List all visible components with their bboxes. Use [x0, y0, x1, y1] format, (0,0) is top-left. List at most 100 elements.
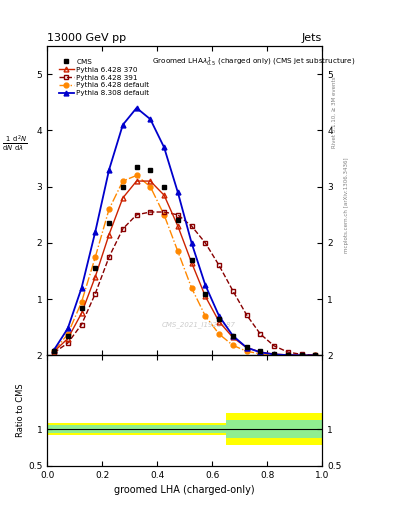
Pythia 6.428 default	[258, 351, 263, 357]
Pythia 6.428 default	[176, 248, 180, 254]
Pythia 6.428 default	[107, 206, 112, 212]
Pythia 6.428 391	[93, 290, 97, 296]
CMS	[51, 348, 57, 354]
CMS	[79, 305, 84, 311]
CMS	[148, 167, 152, 173]
Pythia 6.428 default	[189, 285, 194, 291]
Pythia 6.428 370	[258, 349, 263, 355]
Y-axis label: Ratio to CMS: Ratio to CMS	[16, 384, 25, 437]
CMS	[176, 218, 180, 224]
Line: Pythia 6.428 default: Pythia 6.428 default	[51, 173, 318, 358]
CMS	[134, 164, 139, 170]
Pythia 6.428 default	[217, 331, 222, 337]
Pythia 6.428 default	[162, 212, 167, 218]
Pythia 6.428 370	[244, 345, 249, 351]
Pythia 6.428 default	[121, 178, 125, 184]
Pythia 6.428 391	[286, 349, 290, 355]
Pythia 6.428 391	[121, 226, 125, 232]
Pythia 6.428 default	[65, 331, 70, 337]
Pythia 6.428 370	[217, 318, 222, 325]
CMS	[272, 351, 277, 357]
Pythia 8.308 default	[258, 349, 263, 355]
Pythia 6.428 370	[231, 334, 235, 340]
Pythia 6.428 391	[51, 350, 57, 356]
X-axis label: groomed LHA (charged-only): groomed LHA (charged-only)	[114, 485, 255, 495]
Pythia 6.428 391	[79, 322, 84, 328]
Pythia 6.428 391	[189, 223, 194, 229]
CMS	[299, 352, 304, 358]
Text: Jets: Jets	[302, 33, 322, 44]
Pythia 6.428 391	[272, 343, 277, 349]
Pythia 6.428 default	[148, 184, 152, 190]
Pythia 8.308 default	[176, 189, 180, 196]
Legend: CMS, Pythia 6.428 370, Pythia 6.428 391, Pythia 6.428 default, Pythia 8.308 defa: CMS, Pythia 6.428 370, Pythia 6.428 391,…	[56, 56, 152, 99]
Pythia 6.428 default	[286, 352, 290, 358]
Text: Rivet 3.1.10, ≥ 3M events: Rivet 3.1.10, ≥ 3M events	[332, 77, 337, 148]
CMS	[244, 344, 249, 350]
Pythia 6.428 default	[313, 352, 318, 358]
Pythia 6.428 default	[299, 352, 304, 358]
Line: Pythia 6.428 370: Pythia 6.428 370	[51, 179, 318, 358]
Pythia 6.428 370	[65, 335, 70, 342]
Pythia 8.308 default	[203, 282, 208, 288]
CMS	[217, 316, 222, 322]
Pythia 6.428 370	[79, 310, 84, 316]
Pythia 8.308 default	[286, 352, 290, 358]
Pythia 8.308 default	[272, 351, 277, 357]
Pythia 6.428 default	[79, 299, 84, 305]
CMS	[286, 352, 290, 358]
Pythia 8.308 default	[217, 313, 222, 319]
Pythia 6.428 370	[51, 349, 57, 355]
Pythia 8.308 default	[65, 325, 70, 331]
Pythia 6.428 370	[148, 178, 152, 184]
CMS	[121, 184, 125, 190]
Pythia 6.428 370	[93, 273, 97, 280]
Pythia 8.308 default	[79, 285, 84, 291]
Line: Pythia 8.308 default: Pythia 8.308 default	[51, 105, 318, 358]
Pythia 6.428 370	[189, 260, 194, 266]
Text: CMS_2021_I1920187: CMS_2021_I1920187	[162, 321, 235, 328]
CMS	[189, 257, 194, 263]
Pythia 8.308 default	[244, 345, 249, 351]
Pythia 6.428 default	[51, 348, 57, 354]
Pythia 6.428 370	[203, 293, 208, 300]
Pythia 8.308 default	[189, 240, 194, 246]
Pythia 6.428 391	[231, 288, 235, 294]
Text: $\frac{1}{\mathrm{d}N}\frac{\mathrm{d}^2N}{\mathrm{d}\lambda}$: $\frac{1}{\mathrm{d}N}\frac{\mathrm{d}^2…	[2, 134, 28, 153]
Pythia 8.308 default	[121, 122, 125, 128]
Pythia 6.428 391	[107, 254, 112, 260]
Pythia 8.308 default	[107, 167, 112, 173]
Pythia 6.428 default	[93, 254, 97, 260]
Pythia 8.308 default	[51, 347, 57, 353]
Pythia 6.428 370	[313, 352, 318, 358]
Pythia 6.428 391	[203, 240, 208, 246]
Pythia 8.308 default	[299, 352, 304, 358]
Pythia 6.428 default	[272, 352, 277, 358]
Pythia 6.428 391	[134, 212, 139, 218]
CMS	[162, 184, 167, 190]
Text: mcplots.cern.ch [arXiv:1306.3436]: mcplots.cern.ch [arXiv:1306.3436]	[344, 157, 349, 252]
Pythia 6.428 391	[258, 331, 263, 337]
Pythia 8.308 default	[148, 116, 152, 122]
Pythia 8.308 default	[313, 352, 318, 358]
Pythia 6.428 391	[299, 351, 304, 357]
CMS	[203, 290, 208, 296]
Pythia 6.428 default	[244, 348, 249, 354]
Pythia 6.428 370	[299, 352, 304, 358]
Pythia 6.428 370	[121, 195, 125, 201]
CMS	[65, 333, 70, 339]
Pythia 6.428 370	[286, 352, 290, 358]
Text: 13000 GeV pp: 13000 GeV pp	[47, 33, 126, 44]
CMS	[107, 220, 112, 226]
Pythia 6.428 391	[313, 352, 318, 358]
Pythia 6.428 391	[65, 340, 70, 346]
Line: CMS: CMS	[51, 164, 318, 358]
Pythia 8.308 default	[231, 333, 235, 339]
Pythia 8.308 default	[162, 144, 167, 151]
Pythia 6.428 370	[272, 351, 277, 357]
Pythia 6.428 391	[217, 262, 222, 268]
Pythia 6.428 default	[203, 313, 208, 319]
Pythia 8.308 default	[134, 105, 139, 111]
CMS	[231, 333, 235, 339]
Pythia 6.428 391	[176, 212, 180, 218]
